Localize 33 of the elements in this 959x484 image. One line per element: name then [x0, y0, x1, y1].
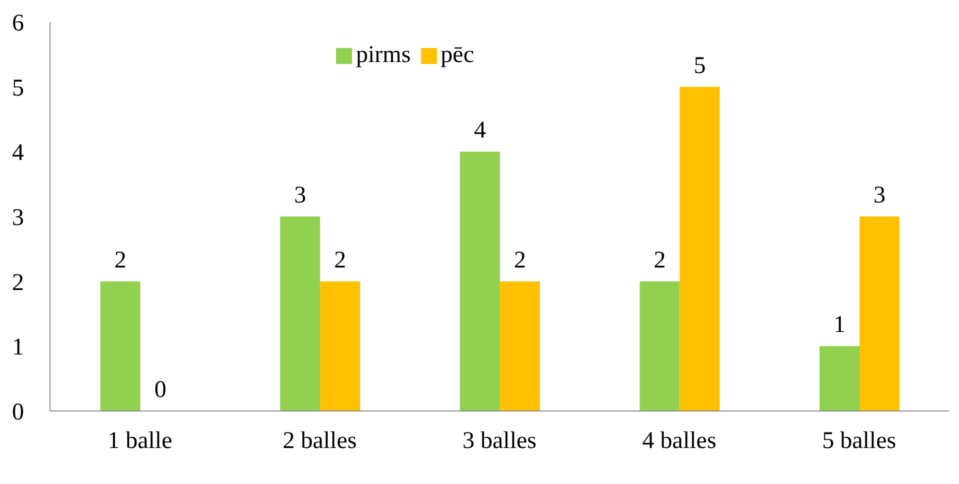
bar [460, 152, 500, 411]
data-label: 1 [834, 312, 846, 338]
y-tick-label: 6 [12, 10, 24, 37]
data-label: 2 [654, 247, 666, 274]
bar [640, 281, 680, 411]
bar [320, 281, 360, 411]
bar [680, 86, 720, 411]
data-label: 4 [474, 118, 486, 144]
y-tick-label: 5 [12, 75, 24, 102]
data-label: 2 [334, 247, 346, 274]
bar [500, 281, 540, 411]
x-tick-label: 2 balles [282, 428, 357, 454]
y-tick-label: 3 [12, 205, 24, 232]
x-tick-label: 3 balles [462, 428, 536, 454]
y-tick-label: 2 [12, 270, 24, 296]
x-tick-label: 4 balles [642, 428, 716, 454]
y-tick-label: 0 [12, 400, 24, 426]
bar [820, 346, 860, 411]
x-tick-label: 1 balle [108, 428, 172, 454]
data-label: 2 [514, 247, 526, 274]
bar [860, 216, 900, 411]
legend-label: pirms [356, 42, 411, 68]
data-label: 3 [874, 182, 886, 208]
legend-label: pēc [440, 42, 474, 68]
y-tick-label: 4 [12, 140, 24, 166]
y-tick-label: 1 [12, 334, 24, 361]
bar [280, 216, 320, 411]
bar [100, 281, 140, 411]
data-label: 5 [694, 52, 706, 79]
x-tick-label: 5 balles [822, 428, 896, 454]
data-label: 2 [114, 247, 126, 274]
data-label: 0 [154, 376, 166, 403]
data-label: 3 [294, 182, 306, 208]
